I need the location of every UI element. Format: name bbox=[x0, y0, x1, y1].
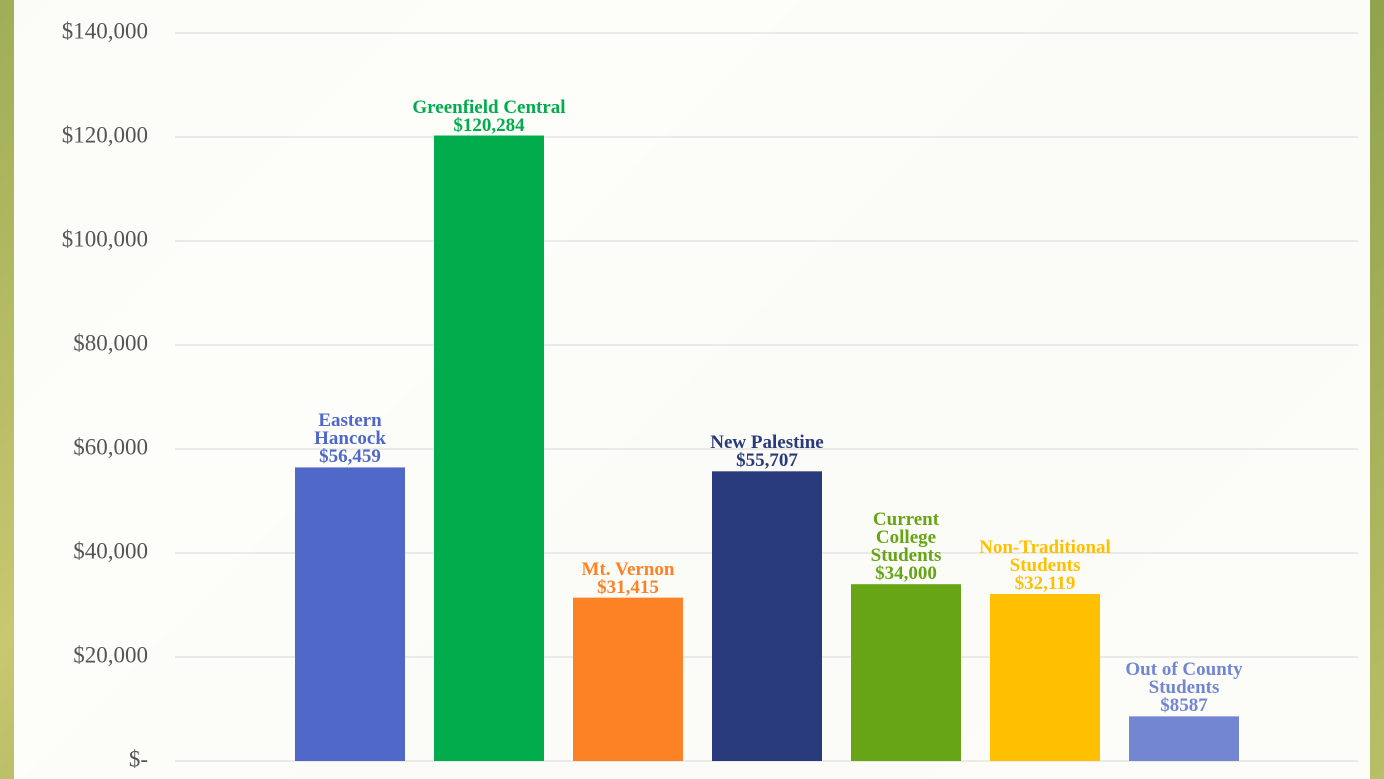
value-label: $8587 bbox=[1160, 695, 1208, 717]
bar bbox=[1129, 716, 1239, 761]
category-label: Mt. Vernon bbox=[581, 558, 675, 580]
category-label: Greenfield Central bbox=[412, 96, 566, 118]
y-tick-label: $80,000 bbox=[73, 330, 148, 355]
bar bbox=[712, 471, 822, 761]
category-label: Non-Traditional Students bbox=[979, 536, 1111, 576]
y-tick-label: $100,000 bbox=[62, 226, 148, 251]
value-label: $55,707 bbox=[736, 450, 798, 472]
bar bbox=[573, 597, 683, 761]
value-label: $32,119 bbox=[1014, 572, 1076, 594]
data-label: Mt. Vernon $31,415 bbox=[558, 558, 698, 598]
value-label: $56,459 bbox=[319, 446, 381, 468]
bar bbox=[434, 135, 544, 761]
value-label: $34,000 bbox=[875, 563, 937, 585]
bar bbox=[851, 584, 961, 761]
data-label: Non-Traditional Students $32,119 bbox=[950, 536, 1140, 594]
chart-panel bbox=[14, 0, 1370, 779]
data-label: Current College Students $34,000 bbox=[856, 509, 956, 585]
category-label: New Palestine bbox=[710, 432, 824, 454]
data-label: Out of County Students $8587 bbox=[1102, 659, 1267, 717]
y-tick-label: $60,000 bbox=[73, 434, 148, 459]
y-tick-label: $120,000 bbox=[62, 122, 148, 147]
y-tick-label: $140,000 bbox=[62, 18, 148, 43]
data-label: Greenfield Central $120,284 bbox=[384, 96, 594, 136]
category-label: Eastern Hancock bbox=[314, 410, 386, 450]
category-label: Out of County Students bbox=[1125, 659, 1243, 699]
y-tick-label: $40,000 bbox=[73, 538, 148, 563]
value-label: $31,415 bbox=[597, 576, 659, 598]
bar bbox=[295, 467, 405, 761]
bar bbox=[990, 593, 1100, 761]
data-label: New Palestine $55,707 bbox=[682, 432, 852, 472]
y-tick-label: $- bbox=[129, 746, 148, 771]
value-label: $120,284 bbox=[453, 114, 525, 136]
category-label: Current College Students bbox=[870, 509, 942, 567]
y-tick-label: $20,000 bbox=[73, 642, 148, 667]
data-label: Eastern Hancock $56,459 bbox=[295, 410, 405, 468]
